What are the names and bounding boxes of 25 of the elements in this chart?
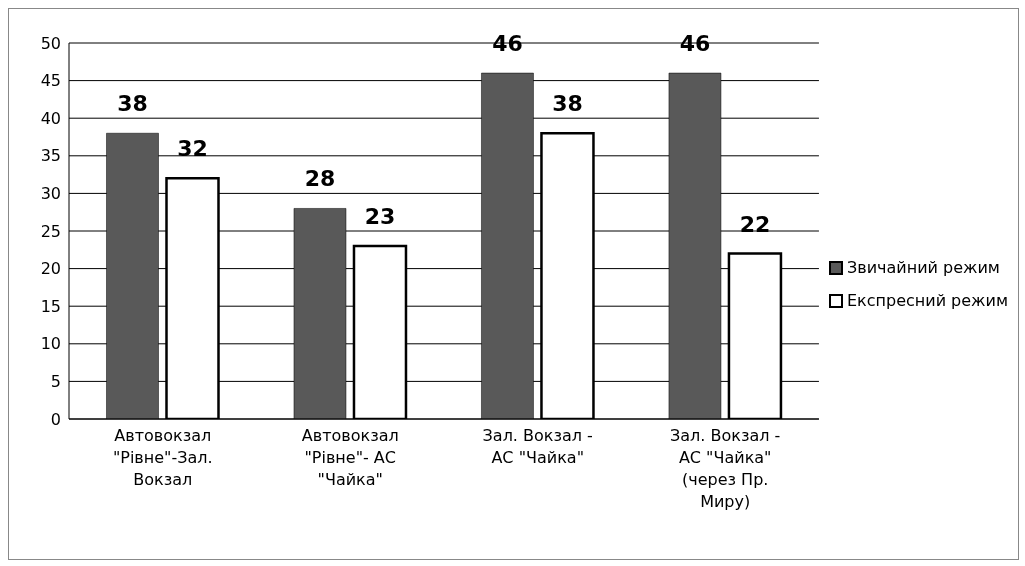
- y-tick-label: 20: [40, 259, 61, 279]
- y-tick-label: 30: [40, 184, 61, 204]
- data-label: 28: [304, 166, 336, 192]
- y-tick-label: 15: [40, 296, 61, 316]
- data-label: 23: [364, 204, 396, 230]
- legend-label: Звичайний режим: [846, 258, 1000, 277]
- data-label: 38: [117, 91, 148, 117]
- y-tick-label: 10: [40, 334, 61, 354]
- y-tick-label: 45: [40, 71, 61, 91]
- x-tick-label: Зал. Вокзал - АС "Чайка": [482, 426, 593, 467]
- data-label: 46: [679, 31, 711, 57]
- y-tick-label: 50: [40, 33, 61, 53]
- y-tick-label: 5: [50, 372, 61, 392]
- data-label: 22: [739, 211, 771, 237]
- legend-label: Експресний режим: [846, 291, 1008, 310]
- y-tick-label: 35: [40, 146, 61, 166]
- data-label: 32: [177, 136, 208, 162]
- y-tick-label: 0: [50, 409, 61, 429]
- y-tick-label: 25: [40, 221, 61, 241]
- y-tick-label: 40: [40, 108, 61, 128]
- x-tick-label: Автовокзал "Рівне"- АС "Чайка": [301, 426, 399, 489]
- x-tick-label: Зал. Вокзал - АС "Чайка" (через Пр. Миру): [670, 426, 781, 511]
- data-label: 38: [552, 91, 583, 117]
- x-tick-label: Автовокзал "Рівне"-Зал. Вокзал: [112, 426, 213, 489]
- data-label: 46: [492, 31, 523, 57]
